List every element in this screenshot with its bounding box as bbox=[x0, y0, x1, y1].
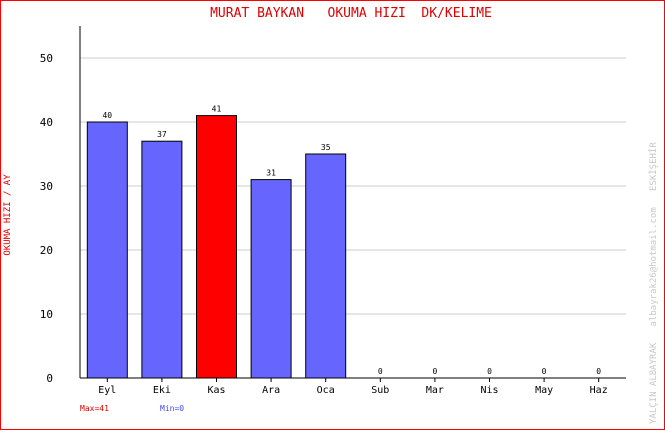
y-tick-label: 30 bbox=[40, 180, 53, 193]
bar-oca bbox=[305, 153, 347, 379]
value-label: 0 bbox=[596, 367, 601, 376]
x-tick-label: Eki bbox=[153, 385, 171, 396]
chart-title: MURAT BAYKAN OKUMA HIZI DK/KELIME bbox=[210, 6, 492, 21]
x-tick-label: Haz bbox=[590, 385, 608, 396]
min-label: Min=0 bbox=[160, 404, 184, 413]
x-tick-label: Ara bbox=[262, 385, 280, 396]
x-tick-label: Eyl bbox=[98, 385, 116, 396]
value-label: 0 bbox=[542, 367, 547, 376]
y-tick-label: 40 bbox=[40, 116, 53, 129]
x-tick-label: Mar bbox=[426, 385, 444, 396]
value-label: 41 bbox=[212, 105, 222, 114]
y-tick-labels: 0 10 20 30 40 50 bbox=[40, 52, 53, 385]
x-tick-labels: Eyl Eki Kas Ara Oca Sub Mar Nis May Haz bbox=[98, 378, 608, 396]
y-tick-label: 20 bbox=[40, 244, 53, 257]
bar-ara bbox=[250, 179, 292, 379]
value-label: 35 bbox=[321, 143, 331, 152]
value-labels: 40 37 41 31 35 0 0 0 0 0 bbox=[102, 105, 601, 376]
bar-kas bbox=[196, 115, 237, 379]
x-tick-label: May bbox=[535, 385, 553, 396]
y-axis-label: OKUMA HIZI / AY bbox=[3, 174, 13, 256]
max-label: Max=41 bbox=[80, 404, 109, 413]
y-tick-label: 0 bbox=[46, 372, 53, 385]
value-label: 0 bbox=[432, 367, 437, 376]
x-tick-label: Kas bbox=[207, 385, 225, 396]
value-label: 0 bbox=[378, 367, 383, 376]
x-tick-label: Nis bbox=[480, 385, 498, 396]
bar-eyl bbox=[86, 121, 128, 379]
x-tick-label: Sub bbox=[371, 385, 389, 396]
value-label: 31 bbox=[266, 169, 276, 178]
bars bbox=[86, 115, 347, 379]
value-label: 40 bbox=[102, 111, 112, 120]
bar-eki bbox=[141, 140, 183, 379]
value-label: 37 bbox=[157, 130, 167, 139]
y-tick-label: 50 bbox=[40, 52, 53, 65]
x-tick-label: Oca bbox=[317, 385, 335, 396]
watermark-text: YALÇIN ALBAYRAK albayrak26@hotmail.com E… bbox=[648, 142, 659, 424]
y-tick-label: 10 bbox=[40, 308, 53, 321]
value-label: 0 bbox=[487, 367, 492, 376]
